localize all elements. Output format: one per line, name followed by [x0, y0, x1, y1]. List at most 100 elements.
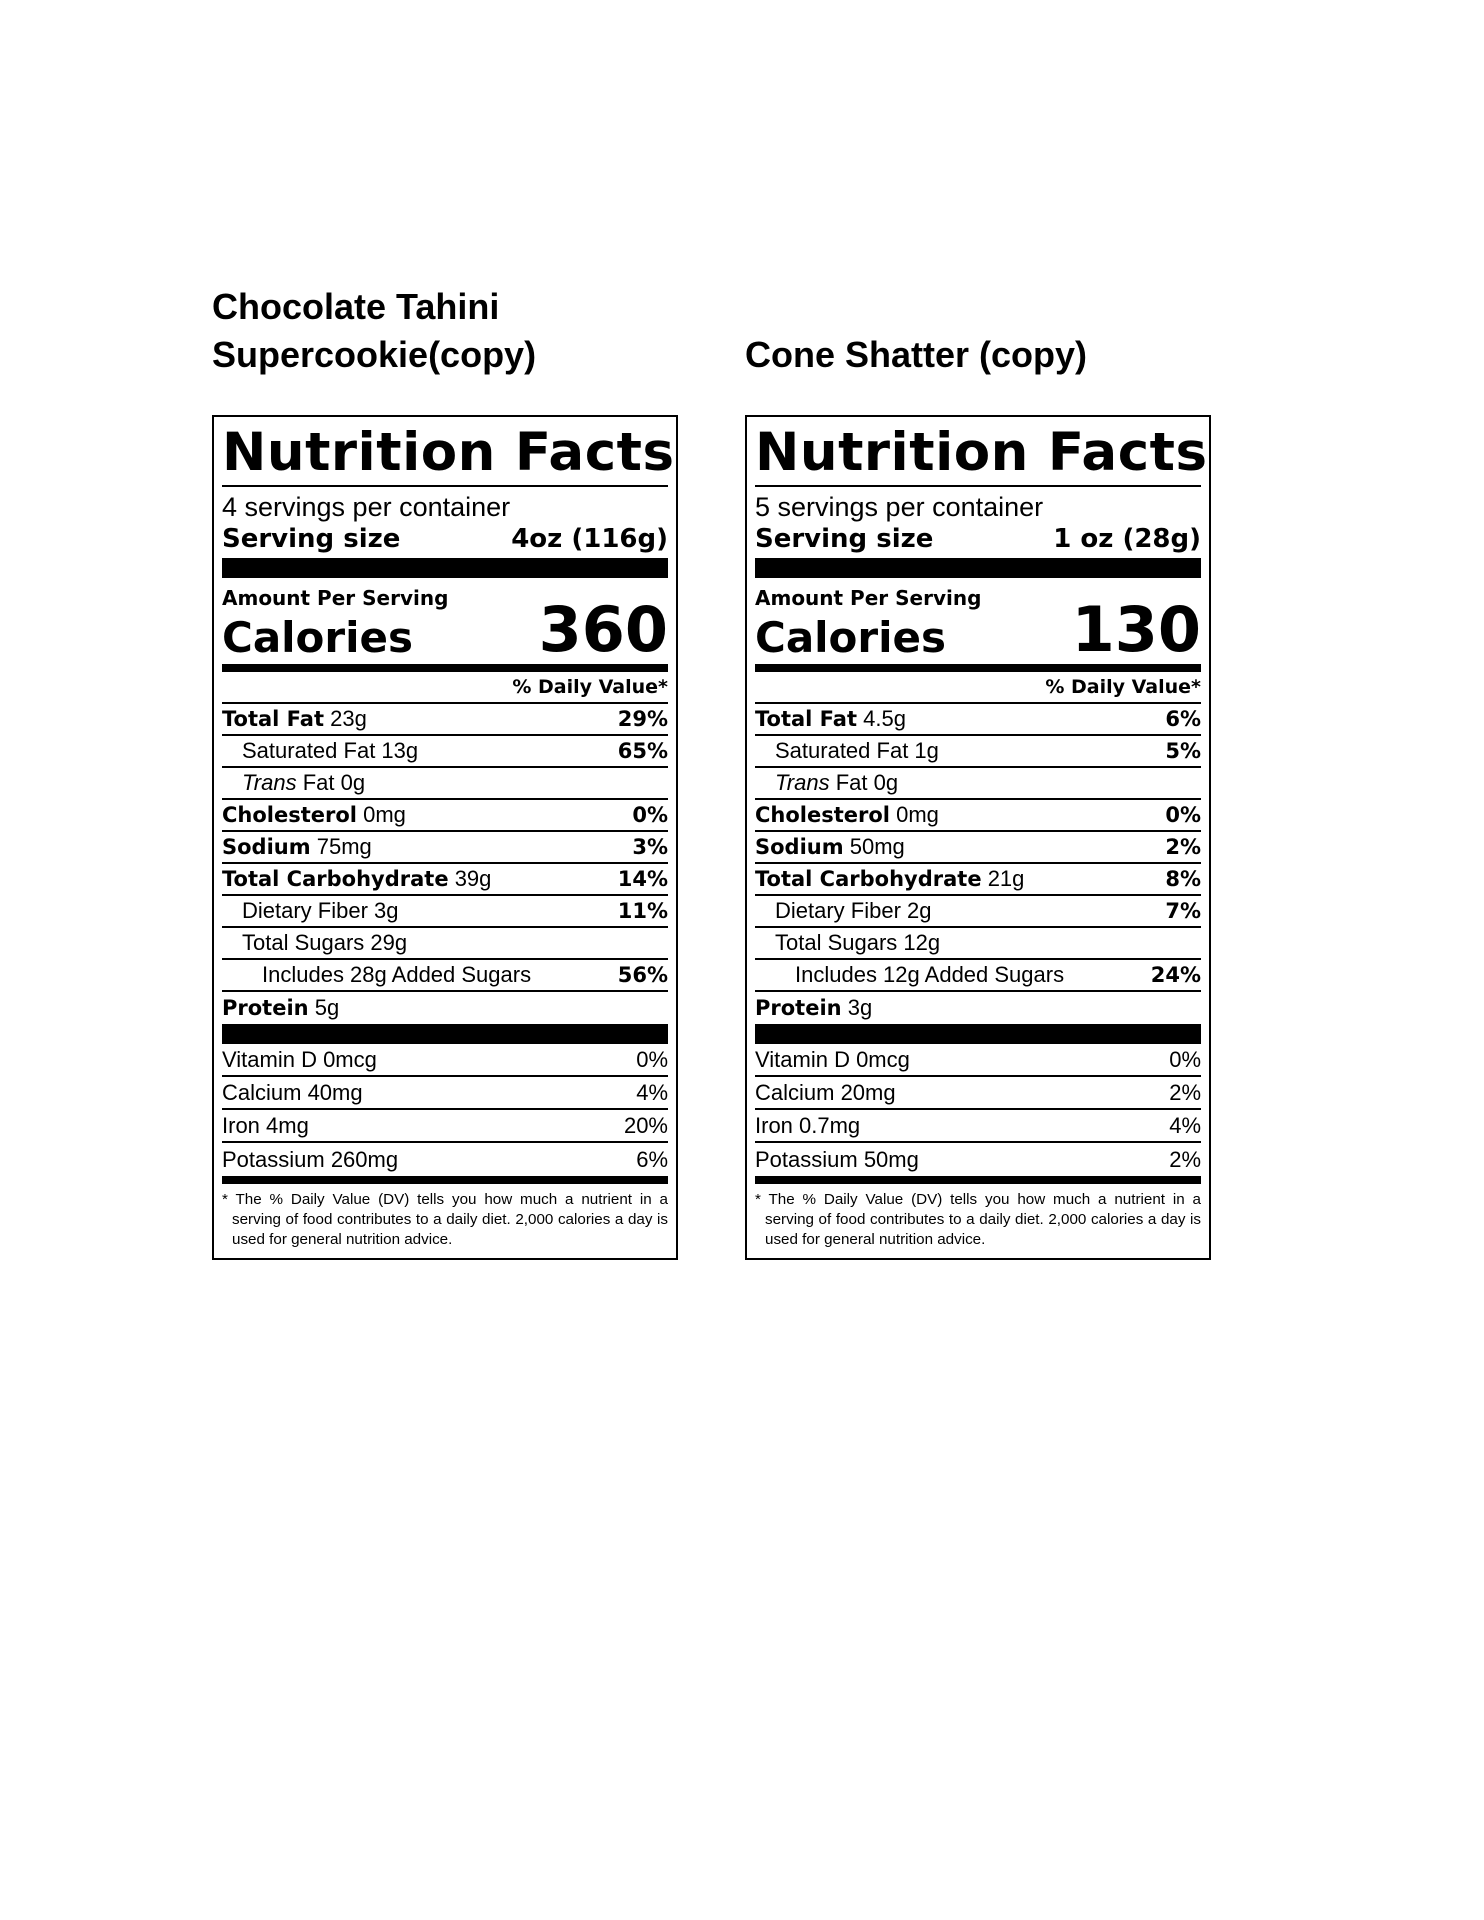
serving-size-label: Serving size: [755, 524, 934, 554]
serving-size-row: Serving size 4oz (116g): [222, 523, 668, 555]
total-fat-amount: 23g: [330, 706, 367, 731]
protein-amount: 5g: [314, 995, 340, 1020]
total-fat-label: Total Fat: [222, 707, 325, 731]
iron-label: Iron 0.7mg: [755, 1112, 861, 1138]
total-sugars-label: Total Sugars 29g: [242, 930, 408, 955]
serving-size-row: Serving size 1 oz (28g): [755, 523, 1201, 555]
saturated-fat-dv: 65%: [617, 739, 668, 763]
total-carb-amount: 21g: [987, 866, 1025, 891]
divider-medium: [755, 1176, 1201, 1184]
daily-value-footnote: * The % Daily Value (DV) tells you how m…: [755, 1191, 1201, 1248]
amount-per-serving: Amount Per Serving: [222, 586, 449, 610]
vitamin-row-calcium: Calcium 40mg 4%: [222, 1077, 668, 1110]
nutrition-label: Nutrition Facts 4 servings per container…: [212, 415, 678, 1260]
cholesterol-label: Cholesterol: [222, 803, 357, 827]
servings-per-container: 4 servings per container: [222, 492, 511, 522]
nutrient-row-cholesterol: Cholesterol 0mg 0%: [755, 800, 1201, 832]
potassium-label: Potassium 260mg: [222, 1146, 399, 1172]
total-fat-dv: 29%: [617, 707, 668, 731]
saturated-fat-dv: 5%: [1165, 739, 1201, 763]
dietary-fiber-label: Dietary Fiber 3g: [242, 898, 399, 923]
nutrient-row-total-fat: Total Fat 23g 29%: [222, 704, 668, 736]
calcium-label: Calcium 40mg: [222, 1079, 363, 1105]
protein-label: Protein: [755, 996, 842, 1020]
serving-size-value: 4oz (116g): [511, 524, 668, 554]
vitamin-d-dv: 0%: [636, 1046, 668, 1072]
sodium-amount: 75mg: [316, 834, 372, 859]
calories-label: Calories: [755, 613, 947, 662]
nutrition-facts-heading: Nutrition Facts: [755, 423, 1207, 487]
total-fat-dv: 6%: [1165, 707, 1201, 731]
vitamin-d-label: Vitamin D 0mcg: [755, 1046, 910, 1072]
divider-thick: [755, 1024, 1201, 1044]
trans-fat-prefix: Trans: [242, 770, 297, 795]
divider-thick: [222, 1024, 668, 1044]
total-carb-label: Total Carbohydrate: [755, 867, 982, 891]
nutrient-row-dietary-fiber: Dietary Fiber 2g 7%: [755, 896, 1201, 928]
added-sugars-label: Includes 12g Added Sugars: [795, 962, 1065, 987]
sodium-amount: 50mg: [849, 834, 905, 859]
potassium-dv: 2%: [1169, 1146, 1201, 1172]
calcium-label: Calcium 20mg: [755, 1079, 896, 1105]
protein-amount: 3g: [847, 995, 873, 1020]
nutrition-facts-heading: Nutrition Facts: [222, 423, 674, 487]
iron-dv: 20%: [623, 1112, 668, 1138]
cholesterol-dv: 0%: [632, 803, 668, 827]
nutrient-row-dietary-fiber: Dietary Fiber 3g 11%: [222, 896, 668, 928]
potassium-dv: 6%: [636, 1146, 668, 1172]
nutrient-row-protein: Protein 3g: [755, 992, 1201, 1024]
divider-medium: [222, 1176, 668, 1184]
vitamin-d-dv: 0%: [1169, 1046, 1201, 1072]
product-title-line2: Cone Shatter (copy): [745, 334, 1088, 375]
vitamin-d-label: Vitamin D 0mcg: [222, 1046, 377, 1072]
dietary-fiber-label: Dietary Fiber 2g: [775, 898, 932, 923]
nutrition-label: Nutrition Facts 5 servings per container…: [745, 415, 1211, 1260]
amount-per-serving: Amount Per Serving: [755, 586, 982, 610]
calories-row: Calories 360: [222, 598, 668, 662]
total-carb-dv: 8%: [1165, 867, 1201, 891]
servings-per-container: 5 servings per container: [755, 492, 1044, 522]
saturated-fat-label: Saturated Fat 13g: [242, 738, 419, 763]
nutrient-row-saturated-fat: Saturated Fat 13g 65%: [222, 736, 668, 768]
serving-size-label: Serving size: [222, 524, 401, 554]
calories-row: Calories 130: [755, 598, 1201, 662]
divider-medium: [222, 664, 668, 672]
dietary-fiber-dv: 7%: [1165, 899, 1201, 923]
total-fat-label: Total Fat: [755, 707, 858, 731]
sodium-dv: 3%: [632, 835, 668, 859]
nutrient-row-total-carbohydrate: Total Carbohydrate 21g 8%: [755, 864, 1201, 896]
nutrient-row-saturated-fat: Saturated Fat 1g 5%: [755, 736, 1201, 768]
added-sugars-dv: 56%: [617, 963, 668, 987]
serving-size-value: 1 oz (28g): [1053, 524, 1201, 554]
nutrient-row-sodium: Sodium 75mg 3%: [222, 832, 668, 864]
vitamin-row-vitamin-d: Vitamin D 0mcg 0%: [222, 1044, 668, 1077]
nutrient-row-total-carbohydrate: Total Carbohydrate 39g 14%: [222, 864, 668, 896]
total-sugars-label: Total Sugars 12g: [775, 930, 941, 955]
sodium-label: Sodium: [755, 835, 844, 859]
nutrient-row-cholesterol: Cholesterol 0mg 0%: [222, 800, 668, 832]
added-sugars-label: Includes 28g Added Sugars: [262, 962, 532, 987]
divider-medium: [755, 664, 1201, 672]
nutrient-row-added-sugars: Includes 28g Added Sugars 56%: [222, 960, 668, 992]
dietary-fiber-dv: 11%: [617, 899, 668, 923]
iron-label: Iron 4mg: [222, 1112, 309, 1138]
nutrient-row-trans-fat: Trans Fat 0g: [222, 768, 668, 800]
vitamin-row-potassium: Potassium 50mg 2%: [755, 1143, 1201, 1176]
product-title-line1: Chocolate Tahini: [212, 286, 500, 327]
vitamin-row-iron: Iron 0.7mg 4%: [755, 1110, 1201, 1143]
trans-fat-rest: Fat 0g: [302, 770, 366, 795]
divider-thick: [755, 558, 1201, 578]
vitamin-row-potassium: Potassium 260mg 6%: [222, 1143, 668, 1176]
calories-value: 130: [1071, 593, 1201, 666]
trans-fat-prefix: Trans: [775, 770, 830, 795]
nutrient-row-total-fat: Total Fat 4.5g 6%: [755, 704, 1201, 736]
added-sugars-dv: 24%: [1150, 963, 1201, 987]
nutrient-row-total-sugars: Total Sugars 12g: [755, 928, 1201, 960]
potassium-label: Potassium 50mg: [755, 1146, 919, 1172]
calories-value: 360: [538, 593, 668, 666]
trans-fat-rest: Fat 0g: [835, 770, 899, 795]
nutrient-row-sodium: Sodium 50mg 2%: [755, 832, 1201, 864]
product-title-line2: Supercookie(copy): [212, 334, 537, 375]
cholesterol-amount: 0mg: [896, 802, 939, 827]
sodium-dv: 2%: [1165, 835, 1201, 859]
